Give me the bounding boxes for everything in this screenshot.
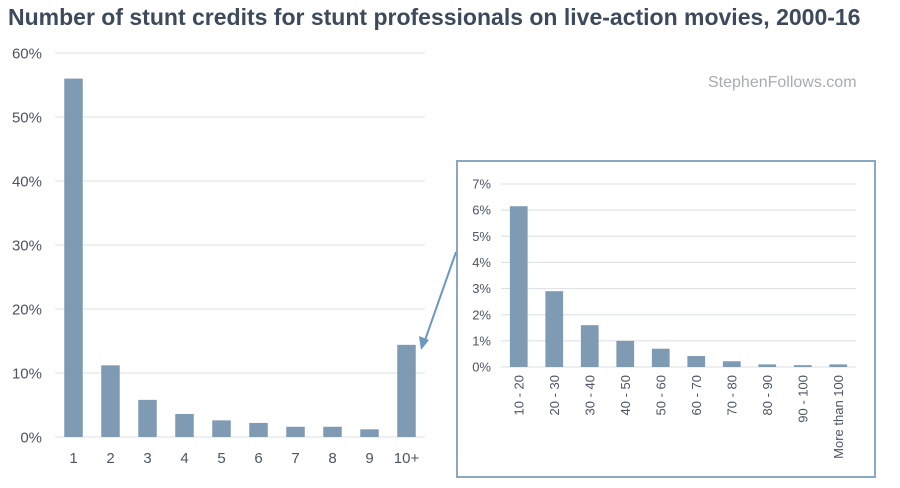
inset-chart-panel: 0% 1% 2% 3% 4% 5% 6% 7% 10 - 20 20 - 30 30 - 40 40 … [456, 160, 876, 478]
main-bar [212, 420, 231, 437]
main-x-tick-label: 7 [291, 450, 299, 467]
inset-y-tick-label: 4% [472, 255, 491, 270]
inset-x-tick-label: 90 - 100 [795, 375, 810, 423]
inset-bar [545, 291, 563, 367]
main-bar [249, 423, 268, 437]
inset-y-tick-label: 2% [472, 307, 491, 322]
main-x-tick-label: 1 [69, 450, 77, 467]
main-y-tick-label: 60% [12, 45, 42, 62]
inset-x-tick-label: 80 - 90 [760, 375, 775, 415]
inset-bar [616, 341, 634, 367]
main-bar [360, 429, 379, 437]
inset-x-tick-label: 60 - 70 [689, 375, 704, 415]
inset-bar [723, 361, 741, 367]
inset-y-tick-label: 1% [472, 333, 491, 348]
main-bar [323, 427, 342, 437]
main-y-tick-label: 40% [12, 173, 42, 190]
inset-x-tick-label: More than 100 [831, 375, 846, 459]
main-y-tick-label: 10% [12, 365, 42, 382]
main-y-tick-label: 50% [12, 109, 42, 126]
main-bar-chart: 0% 10% 20% 30% 40% 50% 60% 1 2 3 4 5 6 7 8 9 10+ [0, 0, 440, 488]
main-x-tick-label: 5 [217, 450, 225, 467]
inset-bar-chart: 0% 1% 2% 3% 4% 5% 6% 7% 10 - 20 20 - 30 30 - 40 40 … [458, 162, 874, 476]
main-bar [64, 79, 83, 437]
main-y-tick-label: 20% [12, 301, 42, 318]
inset-bar [794, 365, 812, 367]
inset-bar [510, 206, 528, 367]
main-x-tick-label: 10+ [394, 450, 420, 467]
inset-y-tick-label: 3% [472, 281, 491, 296]
inset-bar [758, 364, 776, 367]
inset-bar [652, 349, 670, 367]
main-x-tick-label: 3 [143, 450, 151, 467]
inset-y-tick-label: 0% [472, 360, 491, 375]
inset-x-tick-label: 10 - 20 [511, 375, 526, 415]
main-bar [138, 400, 157, 437]
main-x-tick-label: 2 [106, 450, 114, 467]
main-bar [397, 345, 416, 437]
inset-y-tick-label: 5% [472, 229, 491, 244]
main-y-tick-label: 30% [12, 237, 42, 254]
inset-bar [687, 356, 705, 367]
main-x-tick-label: 6 [254, 450, 262, 467]
inset-x-tick-label: 30 - 40 [582, 375, 597, 415]
main-bar [286, 427, 305, 437]
main-y-tick-label: 0% [20, 429, 42, 446]
inset-y-tick-label: 7% [472, 177, 491, 192]
inset-x-tick-label: 70 - 80 [724, 375, 739, 415]
watermark-text: StephenFollows.com [708, 74, 857, 92]
inset-x-tick-label: 50 - 60 [653, 375, 668, 415]
inset-y-tick-label: 6% [472, 203, 491, 218]
main-bar [175, 414, 194, 437]
main-x-tick-label: 8 [328, 450, 336, 467]
main-bar [101, 365, 120, 437]
inset-x-tick-label: 40 - 50 [618, 375, 633, 415]
inset-x-tick-label: 20 - 30 [547, 375, 562, 415]
inset-bar [829, 364, 847, 367]
inset-bar [581, 325, 599, 367]
main-x-tick-label: 4 [180, 450, 188, 467]
main-x-tick-label: 9 [365, 450, 373, 467]
